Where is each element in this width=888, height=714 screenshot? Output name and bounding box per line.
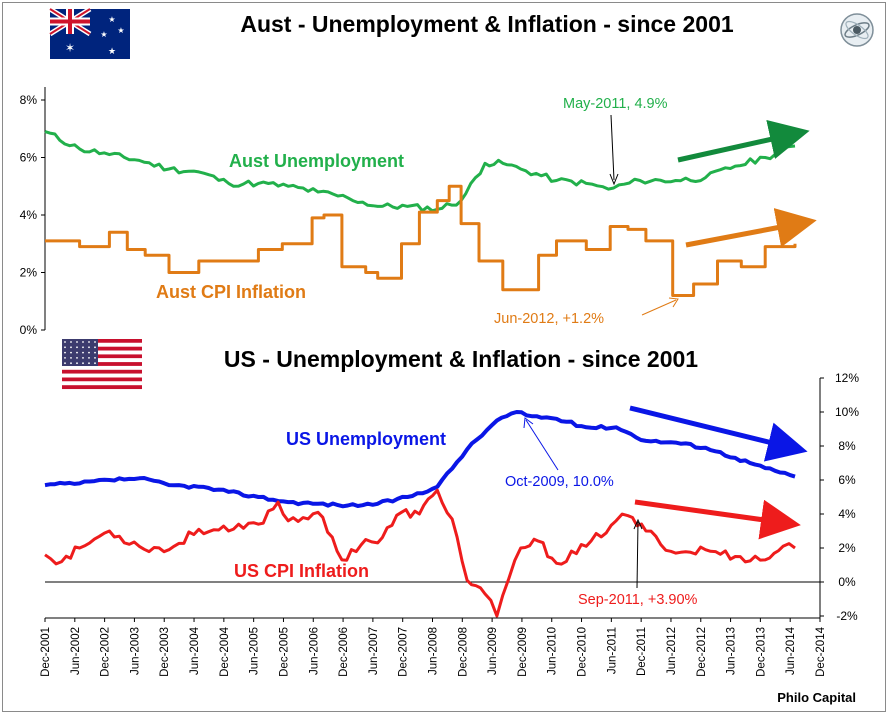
annotation-may-2011-pointer [610,114,615,181]
top-y-tick-label: 0% [20,323,38,337]
bottom-y-tick-label: 6% [838,473,856,487]
bottom-chart-title: US - Unemployment & Inflation - since 20… [224,346,698,372]
bottom-y-tick-label: 10% [835,405,859,419]
x-tick-label: Dec-2014 [815,626,827,676]
x-tick-label: Dec-2005 [278,627,290,677]
annotation-jun-2012: Jun-2012, +1.2% [494,311,604,327]
aust-cpi-line [45,184,797,297]
x-tick-label: Jun-2008 [428,627,440,675]
philo-capital-logo-icon [840,13,874,47]
x-tick-label: Jun-2003 [129,627,141,675]
australia-flag-icon: ✶ ★ ★ ★ ★ [48,6,130,59]
x-tick-label: Jun-2004 [189,626,201,675]
aust-unemployment-trend-arrow [677,119,810,163]
bottom-y-tick-label: -2% [836,609,858,623]
svg-text:★: ★ [108,15,115,24]
x-tick-label: Dec-2012 [696,627,708,677]
top-y-tick-label: 2% [20,266,38,280]
svg-text:★: ★ [100,30,107,39]
bottom-y-tick-label: 2% [838,541,856,555]
x-tick-label: Jun-2009 [487,627,499,675]
svg-text:★: ★ [117,26,124,35]
x-tick-label: Dec-2013 [755,627,767,677]
us-cpi-line [44,488,796,618]
top-chart-title: Aust - Unemployment & Inflation - since … [240,11,734,37]
x-tick-label: Jun-2005 [249,627,261,675]
usa-flag-icon [62,339,142,390]
annotation-may-2011: May-2011, 4.9% [563,96,668,112]
annotation-jun-2012-pointer [641,299,677,316]
us-unemployment-label: US Unemployment [286,429,446,449]
x-tick-label: Dec-2003 [159,627,171,677]
top-y-tick-label: 4% [20,208,38,222]
annotation-sep-2011-pointer [636,521,639,589]
x-tick-label: Dec-2007 [398,627,410,677]
x-tick-label: Dec-2006 [338,627,350,677]
x-tick-label: Jun-2012 [666,627,678,675]
bottom-y-tick-label: 4% [838,507,856,521]
x-tick-label: Dec-2009 [517,627,529,677]
bottom-y-tick-label: 0% [838,575,856,589]
us-unemployment-trend-arrow [629,405,808,462]
annotation-oct-2009-pointer [525,419,559,471]
x-tick-label: Dec-2004 [219,626,231,676]
x-tick-label: Jun-2013 [726,627,738,675]
top-y-tick-label: 6% [20,151,38,165]
svg-text:✶: ✶ [65,41,75,55]
aust-cpi-label: Aust CPI Inflation [156,282,306,302]
aust-unemployment-line [44,130,796,213]
x-tick-label: Jun-2006 [308,627,320,675]
top-y-tick-label: 8% [20,93,38,107]
bottom-y-tick-label: 12% [835,371,859,385]
x-tick-label: Dec-2008 [457,627,469,677]
aust-unemployment-label: Aust Unemployment [229,151,404,171]
us-cpi-label: US CPI Inflation [234,561,369,581]
us-unemployment-line [44,410,796,509]
x-tick-label: Jun-2010 [547,627,559,675]
x-tick-label: Dec-2002 [100,627,112,677]
svg-text:★: ★ [108,46,116,56]
annotation-sep-2011: Sep-2011, +3.90% [578,592,698,608]
x-tick-label: Dec-2011 [636,627,648,676]
bottom-y-tick-label: 8% [838,439,856,453]
x-tick-label: Jun-2007 [368,627,380,675]
x-tick-label: Jun-2002 [70,627,82,675]
aust-cpi-trend-arrow [685,208,817,248]
us-cpi-trend-arrow [634,499,801,540]
x-tick-label: Dec-2010 [577,627,589,677]
credit-label: Philo Capital [777,690,856,705]
x-tick-label: Jun-2014 [785,626,797,675]
x-tick-label: Jun-2011 [606,627,618,674]
x-tick-label: Dec-2001 [40,627,52,677]
annotation-oct-2009: Oct-2009, 10.0% [505,474,614,490]
